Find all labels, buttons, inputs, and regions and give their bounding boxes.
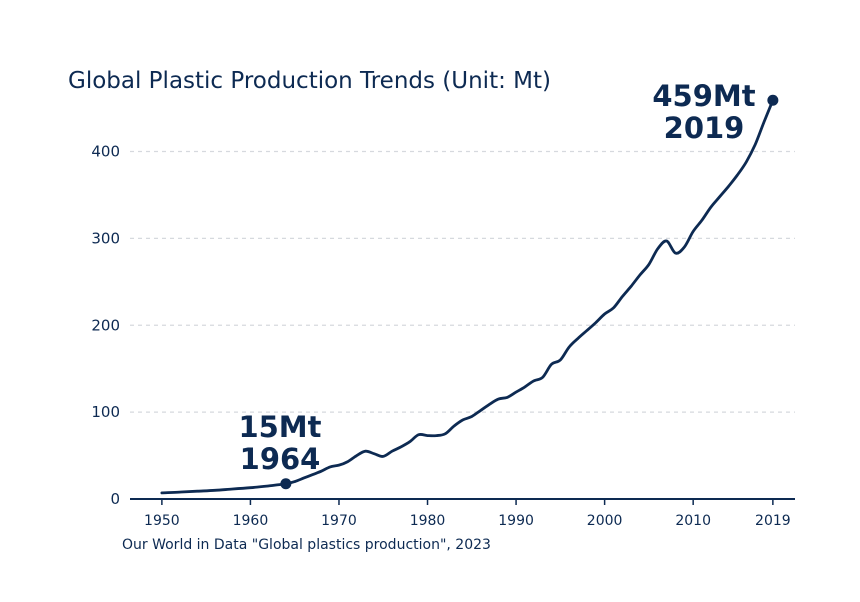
y-tick-label: 300 <box>91 229 120 247</box>
y-tick-label: 100 <box>91 403 120 421</box>
x-tick-label: 1970 <box>321 513 357 529</box>
annotation-value: 15Mt <box>238 410 321 444</box>
chart-source: Our World in Data "Global plastics produ… <box>122 537 491 553</box>
y-tick-label: 200 <box>91 316 120 334</box>
y-tick-label: 400 <box>91 143 120 161</box>
gridlines <box>130 150 795 413</box>
annotation-year: 2019 <box>664 111 745 145</box>
y-tick-label: 0 <box>110 490 120 508</box>
x-axis: 1950 1960 1970 1980 1990 2000 2010 2019 <box>130 498 795 529</box>
annotation-point <box>767 94 779 106</box>
x-tick-label: 1960 <box>233 513 269 529</box>
annotation-year: 1964 <box>240 442 321 476</box>
x-tick-label: 1980 <box>410 513 446 529</box>
series-line <box>160 98 775 495</box>
x-tick-label: 2019 <box>755 513 791 529</box>
x-tick-label: 2010 <box>675 513 711 529</box>
annotation-value: 459Mt <box>652 79 755 113</box>
chart-title: Global Plastic Production Trends (Unit: … <box>68 68 551 94</box>
x-tick-label: 2000 <box>587 513 623 529</box>
y-axis: 0 100 200 300 400 <box>91 143 120 509</box>
annotation-point <box>280 478 292 490</box>
x-tick-label: 1950 <box>144 513 180 529</box>
x-tick-label: 1990 <box>498 513 534 529</box>
series-layer <box>160 98 775 495</box>
